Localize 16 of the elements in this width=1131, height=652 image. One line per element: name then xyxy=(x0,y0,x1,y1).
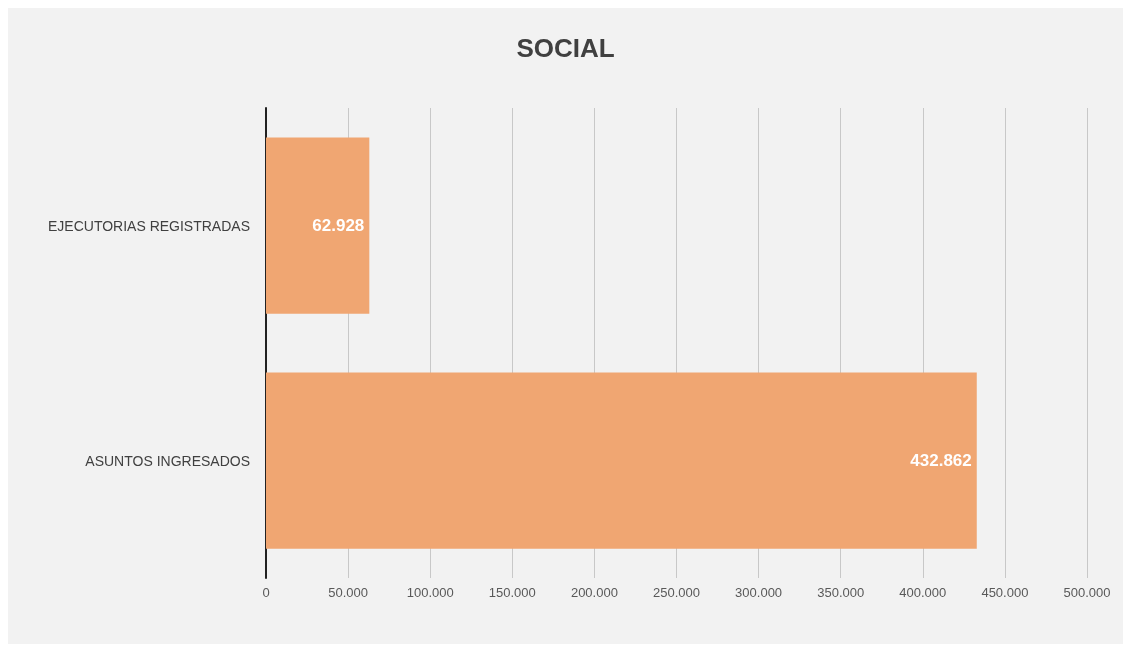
x-tick-label: 200.000 xyxy=(570,585,618,600)
y-tick-label: ASUNTOS INGRESADOS xyxy=(85,452,250,469)
x-tick-label: 350.000 xyxy=(817,585,865,600)
x-tick-label: 500.000 xyxy=(1063,585,1111,600)
x-tick-label: 450.000 xyxy=(981,585,1029,600)
data-label: 62.928 xyxy=(312,216,365,235)
y-tick-label: EJECUTORIAS REGISTRADAS xyxy=(47,217,250,234)
x-tick-label: 100.000 xyxy=(406,585,454,600)
x-tick-label: 300.000 xyxy=(735,585,783,600)
x-tick-label: 150.000 xyxy=(488,585,536,600)
x-tick-label: 250.000 xyxy=(653,585,700,600)
x-tick-label: 0 xyxy=(262,585,270,600)
data-label: 432.862 xyxy=(910,451,972,470)
x-tick-label: 400.000 xyxy=(899,585,947,600)
chart-title: SOCIAL xyxy=(516,33,615,63)
x-tick-label: 50.000 xyxy=(328,585,368,600)
